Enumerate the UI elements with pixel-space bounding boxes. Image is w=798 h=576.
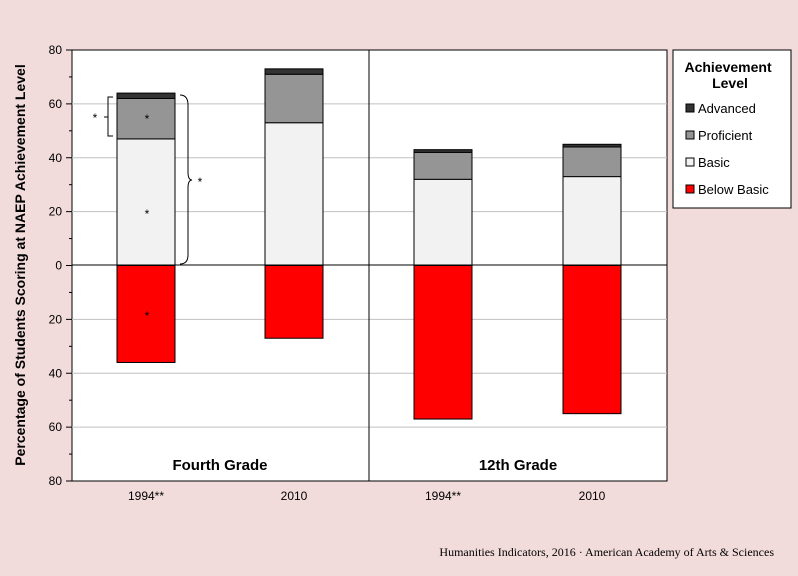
y-axis: 80 60 40 20 0 20 40 60 80 [49,43,72,488]
bar-advanced [562,143,622,148]
legend-title: Achievement Level [684,59,775,91]
y-tick-label: 80 [49,43,63,57]
y-tick-label: 60 [49,97,63,111]
x-tick-label: 2010 [579,489,606,503]
bar-proficient [413,151,473,180]
legend-title-line1: Achievement [684,59,771,75]
legend: Achievement Level Advanced Proficient Basi… [672,49,792,209]
annotation-star: * [93,111,98,125]
panel-label-fourth-grade: Fourth Grade [172,457,267,474]
annotations: * * * * * [93,94,203,323]
bar-below-basic [413,265,473,420]
legend-title-line2: Level [712,75,748,91]
bar-proficient [264,73,324,124]
y-tick-label: 80 [49,474,63,488]
annotation-star: * [145,309,150,323]
bar-advanced [116,92,176,99]
source-footer: Humanities Indicators, 2016 · American A… [439,545,774,559]
y-tick-label: 40 [49,366,63,380]
legend-swatch [685,103,695,113]
bar-below-basic [264,265,324,339]
legend-swatch [685,130,695,140]
y-axis-title: Percentage of Students Scoring at NAEP A… [12,64,28,465]
annotation-star: * [145,112,150,126]
y-tick-label: 20 [49,205,63,219]
annotation-star: * [145,207,150,221]
y-tick-label: 60 [49,420,63,434]
bar-proficient [562,146,622,178]
legend-box [672,49,792,209]
x-tick-label: 2010 [281,489,308,503]
bar-basic [413,178,473,266]
bar-basic [264,122,324,266]
bar-below-basic [562,265,622,415]
legend-label: Advanced [698,101,756,116]
bars [116,68,622,420]
y-tick-label: 40 [49,151,63,165]
annotation-star: * [198,175,203,189]
panel-label-twelfth-grade: 12th Grade [479,457,557,474]
legend-label: Proficient [698,128,753,143]
bar-below-basic [116,265,176,363]
bar-advanced [264,68,324,75]
legend-label: Basic [698,155,730,170]
y-tick-label: 0 [55,259,62,273]
x-axis: 1994** 2010 1994** 2010 [128,489,606,503]
legend-label: Below Basic [698,182,769,197]
bar-basic [116,138,176,266]
legend-swatch [685,184,695,194]
y-tick-label: 20 [49,312,63,326]
legend-swatch [685,157,695,167]
legend-entries: Advanced Proficient Basic Below Basic [685,101,769,197]
bar-advanced [413,149,473,153]
brace-basic-and-above [179,94,193,265]
x-tick-label: 1994** [425,489,461,503]
x-tick-label: 1994** [128,489,164,503]
bar-basic [562,176,622,266]
